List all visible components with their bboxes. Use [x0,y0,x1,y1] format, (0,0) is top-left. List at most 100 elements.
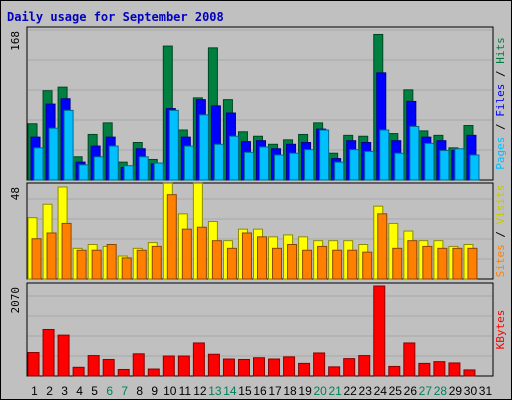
day-label: 21 [328,384,342,398]
middle-sites-bar [241,232,252,280]
top-pages-bar [213,143,224,181]
middle-sites-bar [452,247,463,280]
middle-sites-bar [362,251,373,280]
top-pages-bar [33,147,44,181]
top-pages-bar [153,162,164,181]
bottom-kbytes-bar [373,285,386,377]
top-pages-bar [228,135,239,181]
day-label: 30 [464,384,478,398]
middle-sites-bar [121,257,132,280]
day-label: 2 [46,384,53,398]
bottom-kbytes-bar [448,362,461,377]
middle-sites-bar [272,247,283,280]
middle-series-labels: Sites / Visits [494,185,507,278]
middle-sites-bar [211,240,222,280]
bottom-series-labels: KBytes [494,310,507,350]
bottom-kbytes-bar [192,342,205,377]
top-pages-bar [454,148,465,181]
day-label: 20 [313,384,327,398]
bottom-kbytes-bar [72,366,85,377]
day-label: 13 [208,384,222,398]
top-pages-bar [243,151,254,181]
top-pages-bar [138,156,149,181]
label-separator: / [494,117,507,137]
day-label: 27 [419,384,433,398]
middle-sites-bar [302,249,313,280]
middle-sites-bar [166,194,177,280]
day-label: 29 [449,384,463,398]
bottom-kbytes-bar [162,355,175,377]
middle-sites-bar [287,244,298,280]
day-label: 19 [298,384,312,398]
series-label-sites: Sites [494,244,507,277]
bottom-kbytes-bar [42,328,55,377]
top-pages-bar [259,146,269,181]
day-label: 31 [479,384,493,398]
middle-sites-bar [392,247,403,280]
bottom-kbytes-bar [313,352,326,377]
day-label: 3 [61,384,68,398]
middle-sites-bar [407,240,418,280]
bottom-kbytes-bar [237,358,250,377]
bottom-kbytes-bar [177,355,190,377]
middle-sites-bar [91,249,102,280]
day-label: 18 [283,384,297,398]
day-label: 5 [91,384,98,398]
top-pages-bar [304,149,315,181]
series-label-visits: Visits [494,185,507,225]
day-label: 1 [31,384,38,398]
day-label: 24 [374,384,388,398]
middle-sites-bar [136,249,147,280]
top-pages-bar [48,127,59,181]
day-label: 22 [344,384,358,398]
top-pages-bar [183,145,194,181]
bottom-kbytes-bar [147,368,160,377]
day-label: 7 [121,384,128,398]
series-label-files: Files [494,84,507,117]
bottom-kbytes-bar [343,358,356,377]
day-label: 8 [136,384,143,398]
top-pages-bar [319,129,330,181]
top-max-label: 168 [9,31,22,51]
top-pages-bar [394,152,405,181]
bottom-kbytes-bar [403,342,416,377]
top-pages-bar [364,150,375,181]
top-pages-bar [198,114,209,181]
bottom-kbytes-bar [27,352,40,377]
bottom-kbytes-bar [87,355,100,377]
bottom-kbytes-bar [463,369,476,377]
top-pages-bar [93,156,104,181]
day-label: 12 [193,384,207,398]
middle-sites-bar [347,249,358,280]
top-pages-bar [123,165,134,181]
middle-sites-bar [196,226,207,280]
day-label: 26 [404,384,418,398]
day-label: 15 [238,384,252,398]
day-label: 23 [359,384,373,398]
bottom-kbytes-bar [102,358,115,377]
top-pages-bar [349,149,360,181]
top-pages-bar [334,161,345,181]
middle-sites-bar [257,236,267,280]
middle-sites-bar [332,249,343,280]
day-label: 10 [163,384,177,398]
top-pages-bar [168,109,179,181]
bottom-max-label: 2070 [9,287,22,314]
series-label-hits: Hits [494,37,507,64]
top-pages-bar [78,164,89,181]
top-pages-bar [409,125,420,181]
label-separator: / [494,64,507,84]
chart-title: Daily usage for September 2008 [7,10,224,24]
bottom-kbytes-bar [132,353,145,377]
top-pages-bar [424,142,435,181]
middle-sites-bar [106,244,117,280]
middle-max-label: 48 [9,187,22,200]
top-pages-bar [289,152,300,181]
bottom-kbytes-bar [57,334,70,377]
day-label: 16 [253,384,267,398]
middle-sites-bar [317,245,328,280]
bottom-kbytes-bar [433,361,446,377]
bottom-kbytes-bar [328,366,341,377]
middle-sites-bar [151,245,162,280]
middle-sites-bar [76,249,87,280]
